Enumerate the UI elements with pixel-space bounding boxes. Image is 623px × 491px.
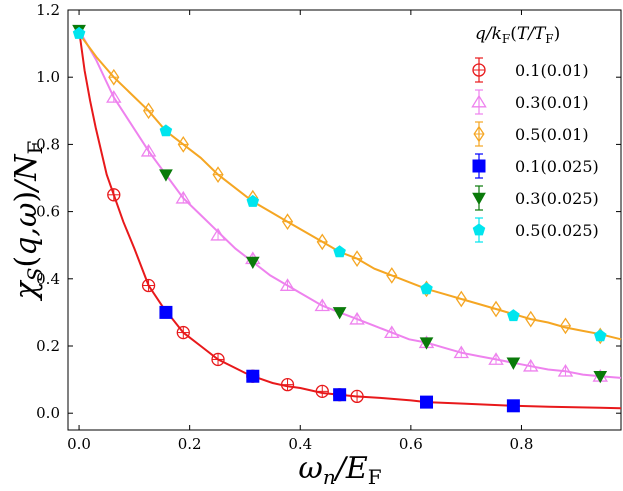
legend-label: 0.3(0.01): [515, 93, 589, 112]
marker-0.1(0.025): [159, 305, 173, 319]
marker-0.5(0.025): [159, 124, 173, 137]
y-axis-ticks: 0.0 0.2 0.4 0.6 0.8 1.0 1.2: [36, 1, 621, 422]
marker-0.3(0.025): [245, 256, 260, 270]
legend: q/kF(T/TF) 0.1(0.01) 0.3(0.01) 0.5(0.01) 0.…: [471, 24, 599, 243]
y-axis-label: χS(q,ω)/NF: [9, 141, 47, 302]
y-tick-label: 1.0: [36, 68, 60, 86]
marker-0.3(0.01): [140, 143, 157, 157]
marker-0.5(0.025): [333, 245, 346, 258]
x-axis-ticks: 0.0 0.2 0.4 0.6 0.8: [67, 10, 533, 453]
marker-0.3(0.025): [332, 307, 347, 320]
marker-0.5(0.01): [316, 233, 328, 251]
legend-label: 0.3(0.025): [515, 189, 599, 208]
fit-curve-fit-0.1: [78, 30, 622, 410]
marker-0.3(0.025): [159, 169, 173, 182]
x-tick-label: 0.0: [67, 435, 91, 453]
marker-0.3(0.01): [522, 358, 539, 372]
marker-0.3(0.01): [106, 90, 122, 103]
marker-0.1(0.025): [506, 399, 520, 413]
x-tick-label: 0.6: [399, 435, 423, 453]
marker-0.3(0.01): [453, 345, 470, 359]
marker-0.5(0.01): [281, 213, 294, 231]
legend-marker-0.5(0.01): [473, 125, 485, 143]
y-tick-label: 0.2: [36, 337, 60, 355]
marker-0.5(0.01): [559, 317, 572, 335]
legend-marker-0.1(0.01): [472, 63, 486, 77]
marker-0.5(0.01): [177, 136, 189, 153]
fit-curves: [78, 29, 622, 410]
legend-marker-0.3(0.01): [471, 94, 487, 108]
data-markers: [72, 24, 609, 413]
marker-0.3(0.01): [349, 311, 365, 325]
marker-0.5(0.01): [455, 290, 467, 308]
x-tick-label: 0.2: [178, 435, 202, 453]
y-tick-label: 0.0: [36, 404, 60, 422]
marker-0.3(0.01): [557, 363, 574, 377]
marker-0.5(0.01): [212, 166, 224, 184]
legend-marker-0.1(0.025): [472, 159, 486, 173]
marker-0.5(0.025): [594, 329, 607, 342]
x-tick-label: 0.8: [510, 435, 534, 453]
legend-title: q/kF(T/TF): [475, 24, 560, 46]
legend-label: 0.5(0.025): [515, 221, 599, 240]
legend-label: 0.1(0.025): [515, 157, 599, 176]
marker-0.3(0.01): [488, 352, 504, 365]
marker-0.5(0.01): [490, 300, 502, 318]
marker-0.3(0.01): [210, 227, 226, 241]
marker-0.3(0.01): [314, 298, 331, 312]
marker-0.5(0.025): [420, 282, 433, 295]
y-tick-label: 0.4: [36, 270, 60, 288]
marker-0.5(0.01): [386, 267, 398, 284]
marker-0.3(0.025): [419, 337, 434, 350]
marker-0.5(0.025): [72, 26, 86, 39]
marker-0.1(0.01): [107, 188, 121, 202]
y-tick-label: 0.6: [36, 203, 60, 221]
marker-0.5(0.01): [108, 68, 120, 86]
x-tick-label: 0.4: [288, 435, 312, 453]
legend-marker-0.5(0.025): [472, 223, 486, 236]
legend-label: 0.5(0.01): [515, 125, 589, 144]
y-tick-label: 1.2: [36, 1, 60, 19]
marker-0.5(0.01): [142, 102, 155, 120]
x-axis-label: ωn/EF: [298, 451, 381, 489]
marker-0.1(0.025): [420, 395, 434, 409]
marker-0.1(0.025): [246, 369, 260, 383]
marker-0.3(0.025): [593, 370, 608, 384]
marker-0.5(0.01): [525, 310, 537, 328]
marker-0.3(0.025): [506, 357, 521, 370]
marker-0.1(0.01): [350, 389, 364, 404]
marker-0.3(0.01): [384, 325, 400, 339]
marker-0.1(0.01): [280, 377, 295, 392]
marker-0.3(0.01): [175, 190, 192, 204]
marker-0.5(0.025): [246, 194, 260, 207]
marker-0.5(0.01): [351, 250, 363, 268]
marker-0.1(0.01): [315, 384, 329, 399]
y-tick-label: 0.8: [36, 135, 60, 153]
marker-0.1(0.01): [211, 352, 225, 367]
legend-marker-0.3(0.025): [472, 192, 486, 206]
marker-0.3(0.01): [279, 278, 296, 291]
marker-0.1(0.01): [141, 278, 156, 293]
plot-frame: [67, 9, 622, 431]
marker-0.1(0.025): [333, 388, 347, 402]
marker-0.1(0.01): [176, 325, 190, 340]
legend-label: 0.1(0.01): [515, 61, 589, 80]
marker-0.5(0.025): [507, 309, 520, 322]
